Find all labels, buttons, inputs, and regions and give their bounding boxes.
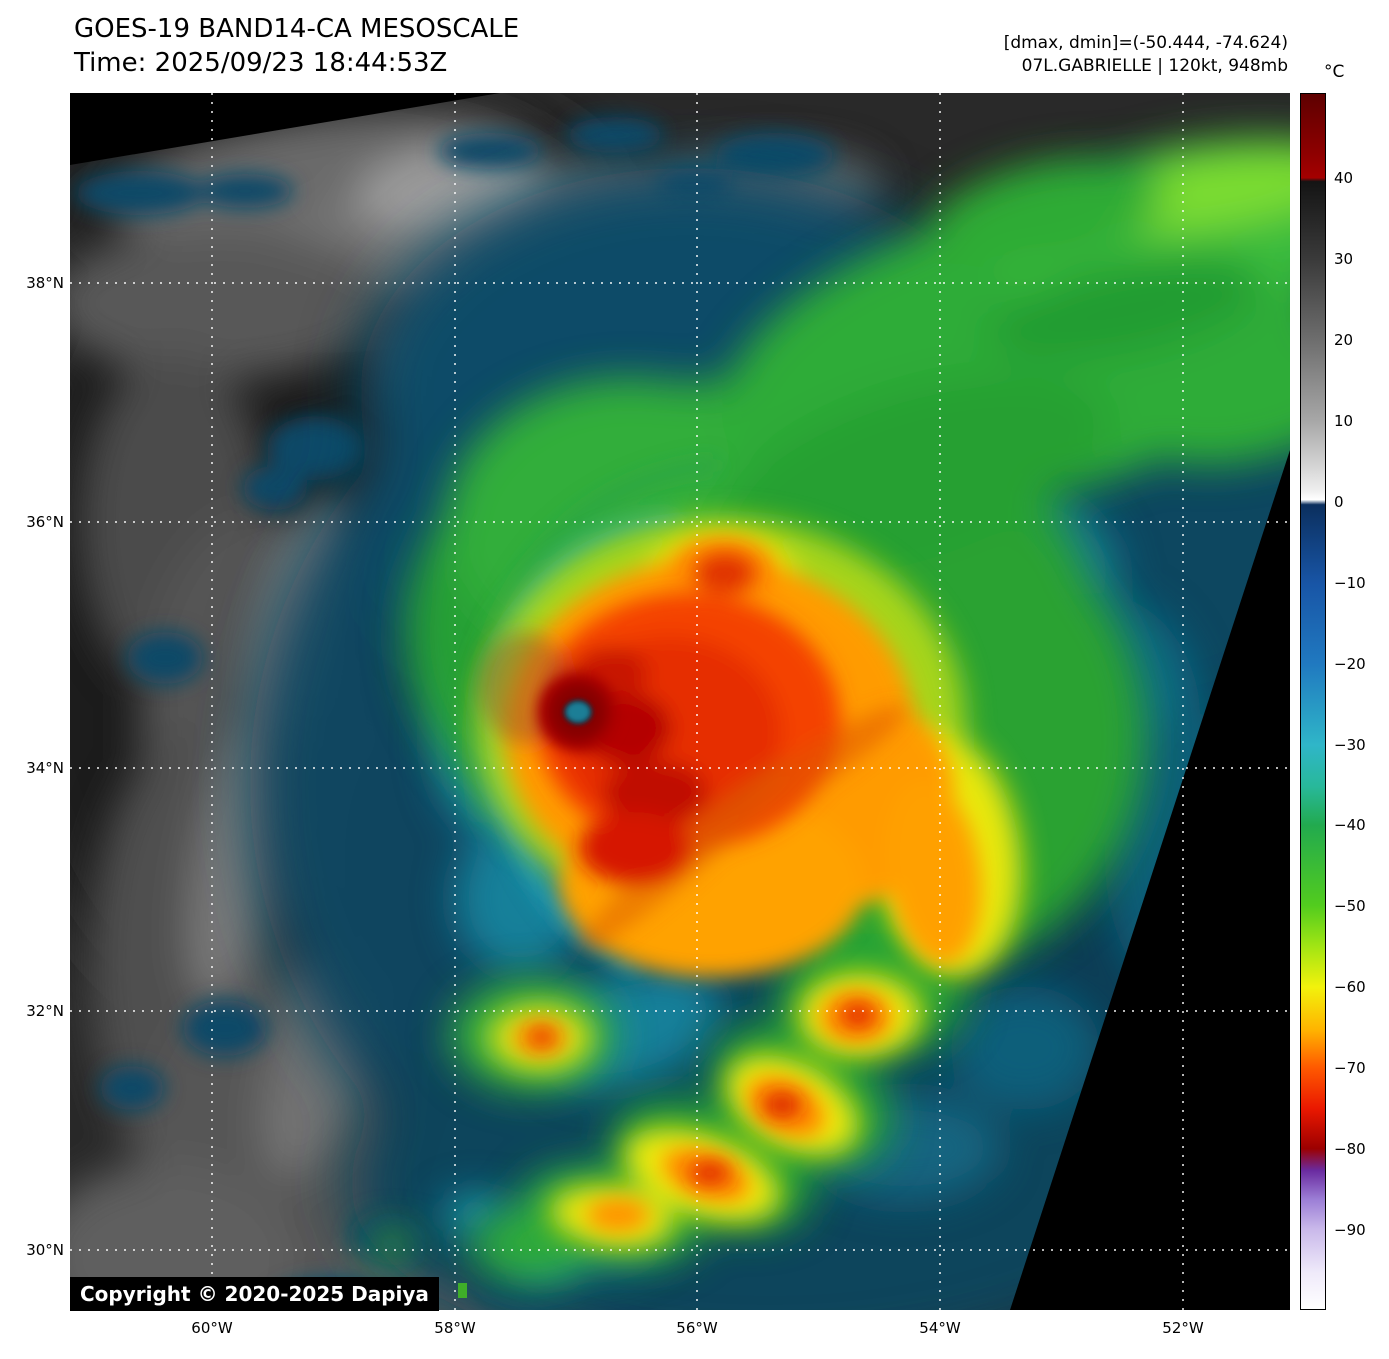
no-data-wedge-topleft xyxy=(70,93,500,165)
eyewall xyxy=(538,672,618,752)
colorbar-tick-m10: −10 xyxy=(1334,574,1366,592)
colorbar-tick-m90: −90 xyxy=(1334,1221,1366,1239)
lat-label-30n: 30°N xyxy=(26,1241,64,1259)
colorbar-unit-label: °C xyxy=(1324,62,1345,82)
colorbar-tick-40: 40 xyxy=(1334,169,1354,187)
colorbar-tick-m20: −20 xyxy=(1334,655,1366,673)
no-data-wedge-right xyxy=(1010,450,1290,1310)
copyright-label: Copyright © 2020-2025 Dapiya xyxy=(70,1277,439,1311)
lon-label-58w: 58°W xyxy=(434,1319,476,1337)
colorbar-tick-m40: −40 xyxy=(1334,816,1366,834)
colorbar-tick-10: 10 xyxy=(1334,412,1354,430)
pixel-artifact xyxy=(458,1283,467,1298)
lon-label-60w: 60°W xyxy=(191,1319,233,1337)
colorbar-tick-30: 30 xyxy=(1334,250,1354,268)
colorbar-tick-0: 0 xyxy=(1334,493,1344,511)
colorbar-tick-m70: −70 xyxy=(1334,1059,1366,1077)
plot-title: GOES-19 BAND14-CA MESOSCALE xyxy=(74,14,520,44)
colorbar-tick-m50: −50 xyxy=(1334,897,1366,915)
header-annotations: [dmax, dmin]=(-50.444, -74.624) 07L.GABRI… xyxy=(1004,32,1288,78)
satellite-imagery xyxy=(70,93,1290,1310)
lat-label-34n: 34°N xyxy=(26,759,64,777)
lat-label-32n: 32°N xyxy=(26,1002,64,1020)
header: GOES-19 BAND14-CA MESOSCALE Time: 2025/09… xyxy=(74,12,519,80)
colorbar-tick-20: 20 xyxy=(1334,331,1354,349)
no-data-regions xyxy=(70,93,1290,1310)
lon-label-52w: 52°W xyxy=(1162,1319,1204,1337)
lat-label-38n: 38°N xyxy=(26,274,64,292)
lon-label-56w: 56°W xyxy=(676,1319,718,1337)
storm-info-label: 07L.GABRIELLE | 120kt, 948mb xyxy=(1021,56,1288,76)
colorbar-tick-m60: −60 xyxy=(1334,978,1366,996)
lon-label-54w: 54°W xyxy=(919,1319,961,1337)
satellite-map: Copyright © 2020-2025 Dapiya xyxy=(70,93,1290,1311)
dmax-dmin-label: [dmax, dmin]=(-50.444, -74.624) xyxy=(1003,33,1288,53)
plot-time: Time: 2025/09/23 18:44:53Z xyxy=(74,48,448,78)
colorbar-tick-m80: −80 xyxy=(1334,1140,1366,1158)
lat-label-36n: 36°N xyxy=(26,513,64,531)
temperature-colorbar xyxy=(1300,93,1326,1310)
red-core-layer xyxy=(479,553,907,1185)
hurricane-eye xyxy=(563,699,593,725)
colorbar-tick-m30: −30 xyxy=(1334,736,1366,754)
